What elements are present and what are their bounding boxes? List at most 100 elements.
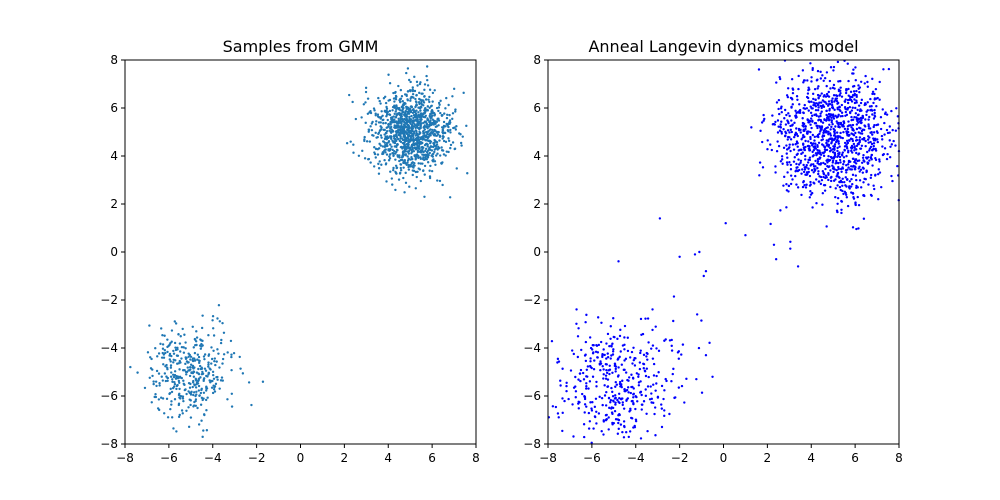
gmm-samples-point <box>389 170 392 173</box>
langevin-model-point <box>610 344 613 347</box>
langevin-model-point <box>780 105 783 108</box>
gmm-samples-point <box>406 155 409 158</box>
langevin-model-point <box>843 148 846 152</box>
gmm-samples-point <box>393 104 396 107</box>
langevin-model-y-tick-label: −6 <box>523 389 541 403</box>
langevin-model-point <box>838 151 841 154</box>
gmm-samples-point <box>163 372 167 375</box>
gmm-samples-point <box>160 375 163 378</box>
gmm-samples-point <box>157 398 161 401</box>
langevin-model-point <box>894 129 898 132</box>
langevin-model-point <box>812 101 815 104</box>
langevin-model-point <box>832 145 835 148</box>
gmm-samples-point <box>168 358 171 361</box>
gmm-samples-point <box>397 178 401 181</box>
gmm-samples-point <box>436 118 439 121</box>
gmm-samples-point <box>184 362 187 366</box>
langevin-model-frame <box>547 59 900 445</box>
langevin-model-point <box>626 386 630 389</box>
langevin-model-point <box>843 105 847 109</box>
langevin-model-point <box>832 94 836 97</box>
langevin-model-point <box>614 380 617 384</box>
langevin-model-point <box>810 126 813 130</box>
langevin-model-point <box>650 401 653 404</box>
gmm-samples-point <box>185 392 188 396</box>
langevin-model-point <box>805 131 809 135</box>
gmm-samples-point <box>429 105 433 108</box>
gmm-samples-point <box>192 379 195 383</box>
gmm-samples-point <box>407 139 410 143</box>
gmm-samples-point <box>410 148 413 152</box>
langevin-model-point <box>855 89 858 93</box>
langevin-model-point <box>812 97 815 101</box>
langevin-model-point <box>809 137 812 141</box>
langevin-model-point <box>786 87 790 90</box>
gmm-samples-point <box>400 124 403 128</box>
langevin-model-point <box>787 190 790 193</box>
langevin-model-point <box>829 179 833 183</box>
gmm-samples-point <box>393 149 396 153</box>
gmm-samples-point <box>189 393 193 396</box>
langevin-model-point <box>813 135 817 139</box>
gmm-samples-point <box>422 99 425 102</box>
langevin-model-point <box>802 180 805 183</box>
gmm-samples-point <box>178 396 181 399</box>
gmm-samples-point <box>407 163 410 167</box>
langevin-model-point <box>860 118 863 122</box>
gmm-samples-point <box>194 340 198 343</box>
langevin-model-point <box>816 149 819 152</box>
gmm-samples-point <box>129 365 132 369</box>
gmm-samples-point <box>400 95 404 98</box>
langevin-model-point <box>794 174 797 178</box>
langevin-model-point <box>609 337 612 340</box>
gmm-samples-point <box>394 170 397 174</box>
gmm-samples-point <box>388 155 391 158</box>
langevin-model-point <box>827 154 830 158</box>
gmm-samples-point <box>407 134 411 137</box>
gmm-samples-point <box>416 142 420 145</box>
gmm-samples-point <box>197 367 200 371</box>
langevin-model-point <box>871 149 874 152</box>
langevin-model-point <box>594 397 598 400</box>
langevin-model-point <box>603 394 607 397</box>
langevin-model-point <box>813 87 817 91</box>
gmm-samples-point <box>160 327 163 330</box>
langevin-model-point <box>599 360 602 363</box>
gmm-samples-point <box>230 353 233 356</box>
langevin-model-point <box>837 167 840 171</box>
gmm-samples-point <box>396 143 399 146</box>
langevin-model-point <box>782 127 785 131</box>
langevin-model-point <box>873 187 876 191</box>
gmm-samples-point <box>370 128 374 132</box>
langevin-model-point <box>827 143 830 146</box>
gmm-samples-point <box>348 93 351 97</box>
langevin-model-point <box>776 131 780 134</box>
langevin-model-point <box>655 382 658 385</box>
langevin-model-point <box>612 348 615 351</box>
langevin-model-point <box>574 390 578 393</box>
gmm-samples-point <box>205 386 208 389</box>
gmm-samples-x-tick-label: 8 <box>472 451 480 465</box>
langevin-model-point <box>871 90 875 93</box>
langevin-model-point <box>569 369 573 372</box>
gmm-samples-point <box>158 381 161 385</box>
langevin-model-point <box>605 363 608 366</box>
langevin-model-point <box>859 101 863 105</box>
langevin-model-point <box>616 432 620 435</box>
langevin-model-point <box>608 406 611 410</box>
gmm-samples-point <box>396 129 399 133</box>
langevin-model-point <box>880 134 884 138</box>
langevin-model-point <box>822 161 825 165</box>
langevin-model-point <box>836 173 839 177</box>
langevin-model-point <box>803 168 807 171</box>
langevin-model-point <box>844 91 848 95</box>
langevin-model-point <box>668 412 671 416</box>
langevin-model-point <box>582 435 586 439</box>
langevin-model-point <box>583 395 586 398</box>
gmm-samples-point <box>426 156 430 159</box>
langevin-model-point <box>808 100 811 104</box>
gmm-samples-x-tick-label: −8 <box>116 451 134 465</box>
langevin-model-point <box>825 141 828 145</box>
gmm-samples-point <box>200 366 203 369</box>
gmm-samples-point <box>401 147 404 150</box>
